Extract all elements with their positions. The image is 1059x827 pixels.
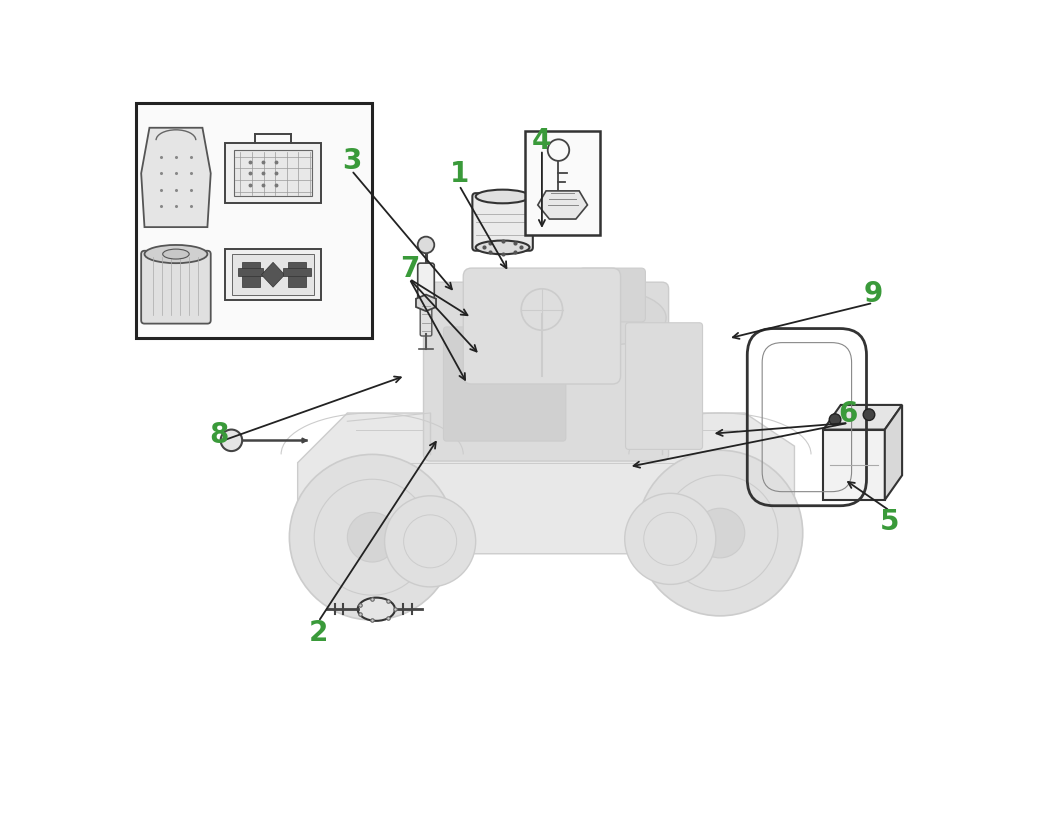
Polygon shape (298, 414, 794, 554)
FancyBboxPatch shape (417, 264, 434, 300)
Text: 7: 7 (399, 255, 419, 283)
Bar (525, 132, 599, 236)
Polygon shape (824, 405, 902, 430)
Bar (288, 263, 306, 288)
FancyBboxPatch shape (424, 283, 668, 461)
FancyBboxPatch shape (626, 323, 702, 450)
Ellipse shape (163, 250, 190, 260)
Circle shape (220, 430, 243, 452)
Text: 2: 2 (308, 619, 328, 647)
Bar (232, 255, 315, 296)
FancyBboxPatch shape (463, 269, 621, 385)
Text: 1: 1 (449, 160, 469, 188)
Ellipse shape (475, 190, 530, 204)
Circle shape (625, 494, 716, 585)
Text: 9: 9 (863, 280, 883, 308)
Bar (226, 144, 321, 204)
Polygon shape (885, 405, 902, 500)
Bar (234, 151, 312, 198)
Ellipse shape (358, 598, 395, 621)
Text: 3: 3 (342, 147, 361, 175)
Polygon shape (416, 295, 436, 312)
Circle shape (695, 509, 744, 558)
Text: 8: 8 (210, 420, 229, 448)
Circle shape (829, 414, 841, 426)
Bar (137, 103, 372, 339)
FancyBboxPatch shape (444, 327, 566, 442)
Bar (226, 250, 321, 301)
Ellipse shape (144, 246, 208, 264)
Circle shape (289, 455, 455, 620)
Bar (283, 269, 311, 277)
Circle shape (417, 237, 434, 254)
FancyBboxPatch shape (420, 302, 432, 337)
Text: 4: 4 (533, 127, 552, 155)
Ellipse shape (475, 241, 530, 255)
FancyBboxPatch shape (141, 251, 211, 324)
Circle shape (384, 496, 475, 587)
Polygon shape (141, 128, 211, 228)
Circle shape (347, 513, 397, 562)
Bar (241, 263, 259, 288)
Circle shape (863, 409, 875, 421)
FancyBboxPatch shape (579, 269, 645, 323)
Circle shape (638, 451, 803, 616)
Polygon shape (262, 263, 285, 288)
Ellipse shape (558, 292, 666, 346)
Text: 6: 6 (839, 399, 858, 428)
Text: 5: 5 (880, 507, 899, 535)
FancyBboxPatch shape (472, 194, 533, 251)
Bar (238, 269, 263, 277)
Bar (824, 430, 885, 500)
Polygon shape (538, 192, 588, 220)
